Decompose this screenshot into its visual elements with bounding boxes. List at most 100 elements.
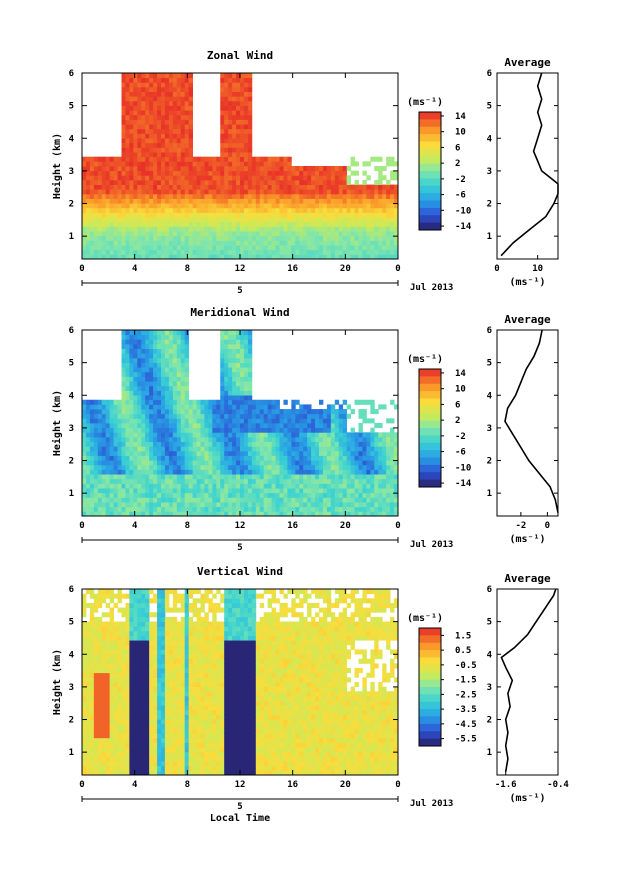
- heatmap-cell: [247, 198, 253, 204]
- heatmap-cell: [180, 404, 186, 410]
- heatmap-cell: [172, 245, 178, 251]
- heatmap-cell: [236, 156, 241, 162]
- heatmap-cell: [93, 602, 99, 608]
- heatmap-cell: [176, 464, 182, 470]
- heatmap-cell: [311, 483, 316, 489]
- heatmap-cell: [172, 436, 178, 442]
- colorbar-segment: [419, 383, 441, 392]
- heatmap-cell: [133, 198, 138, 204]
- date-day: 5: [237, 543, 242, 553]
- heatmap-cell: [322, 240, 328, 246]
- heatmap-cell: [157, 138, 162, 144]
- heatmap-cell: [161, 91, 166, 97]
- heatmap-cell: [164, 152, 170, 158]
- heatmap-cell: [208, 221, 213, 227]
- heatmap-cell: [350, 170, 355, 176]
- heatmap-cell: [220, 142, 225, 148]
- heatmap-cell: [157, 82, 162, 88]
- heatmap-cell: [161, 96, 166, 102]
- heatmap-cell: [141, 450, 146, 456]
- heatmap-cell: [267, 492, 272, 498]
- heatmap-cell: [247, 464, 253, 470]
- heatmap-cell: [176, 502, 182, 508]
- heatmap-cell: [153, 385, 158, 391]
- heatmap-cell: [275, 423, 280, 429]
- heatmap-cell: [291, 193, 296, 199]
- heatmap-cell: [228, 488, 233, 494]
- profile-title: Average: [504, 313, 551, 326]
- heatmap-cell: [263, 409, 269, 415]
- heatmap-cell: [236, 478, 241, 484]
- heatmap-cell: [93, 765, 99, 771]
- heatmap-cell: [216, 455, 221, 461]
- heatmap-cell: [382, 404, 387, 410]
- heatmap-cell: [172, 390, 178, 396]
- heatmap-cell: [176, 119, 182, 125]
- heatmap-cell: [283, 207, 288, 213]
- heatmap-cell: [240, 96, 245, 102]
- heatmap-cell: [303, 193, 308, 199]
- heatmap-cell: [382, 203, 387, 209]
- heatmap-cell: [157, 124, 162, 130]
- heatmap-cell: [176, 114, 182, 120]
- heatmap-cell: [291, 249, 296, 255]
- heatmap-cell: [322, 409, 328, 415]
- heatmap-cell: [101, 245, 107, 251]
- heatmap-cell: [105, 464, 111, 470]
- heatmap-cell: [232, 170, 237, 176]
- heatmap-cell: [149, 124, 154, 130]
- heatmap-cell: [93, 464, 99, 470]
- heatmap-cell: [93, 203, 99, 209]
- heatmap-cell: [322, 483, 328, 489]
- heatmap-cell: [105, 156, 111, 162]
- heatmap-cell: [109, 747, 114, 753]
- heatmap-cell: [287, 423, 292, 429]
- heatmap-cell: [137, 502, 142, 508]
- heatmap-cell: [184, 184, 190, 190]
- heatmap-cell: [85, 672, 91, 678]
- heatmap-cell: [271, 432, 276, 438]
- heatmap-cell: [97, 616, 103, 622]
- heatmap-cell: [125, 511, 130, 517]
- heatmap-cell: [172, 179, 178, 185]
- heatmap-cell: [283, 492, 288, 498]
- heatmap-cell: [287, 221, 292, 227]
- heatmap-cell: [184, 483, 190, 489]
- heatmap-cell: [97, 432, 103, 438]
- heatmap-cell: [220, 166, 225, 172]
- heatmap-cell: [208, 226, 213, 232]
- heatmap-cell: [326, 404, 332, 410]
- heatmap-cell: [319, 249, 324, 255]
- heatmap-cell: [141, 446, 146, 452]
- heatmap-cell: [291, 464, 296, 470]
- heatmap-cell: [208, 203, 213, 209]
- heatmap-cell: [149, 511, 154, 517]
- heatmap-cell: [370, 198, 375, 204]
- heatmap-cell: [204, 249, 209, 255]
- heatmap-cell: [243, 395, 249, 401]
- heatmap-cell: [105, 663, 111, 669]
- heatmap-cell: [334, 193, 340, 199]
- heatmap-cell: [113, 249, 118, 255]
- heatmap-cell: [394, 184, 399, 190]
- heatmap-cell: [267, 423, 272, 429]
- heatmap-cell: [228, 235, 233, 241]
- heatmap-cell: [220, 441, 225, 447]
- heatmap-cell: [176, 455, 182, 461]
- heatmap-cell: [137, 96, 142, 102]
- heatmap-cell: [109, 630, 114, 636]
- heatmap-cell: [291, 184, 296, 190]
- heatmap-cell: [93, 742, 99, 748]
- heatmap-cell: [82, 226, 87, 232]
- heatmap-cell: [330, 436, 336, 442]
- heatmap-cell: [161, 203, 166, 209]
- heatmap-cell: [212, 409, 217, 415]
- heatmap-cell: [283, 413, 288, 419]
- heatmap-cell: [105, 589, 111, 595]
- heatmap-cell: [82, 626, 87, 632]
- heatmap-cell: [105, 686, 111, 692]
- heatmap-cell: [382, 240, 387, 246]
- heatmap-cell: [192, 189, 197, 195]
- heatmap-cell: [287, 511, 292, 517]
- heatmap-cell: [295, 217, 300, 223]
